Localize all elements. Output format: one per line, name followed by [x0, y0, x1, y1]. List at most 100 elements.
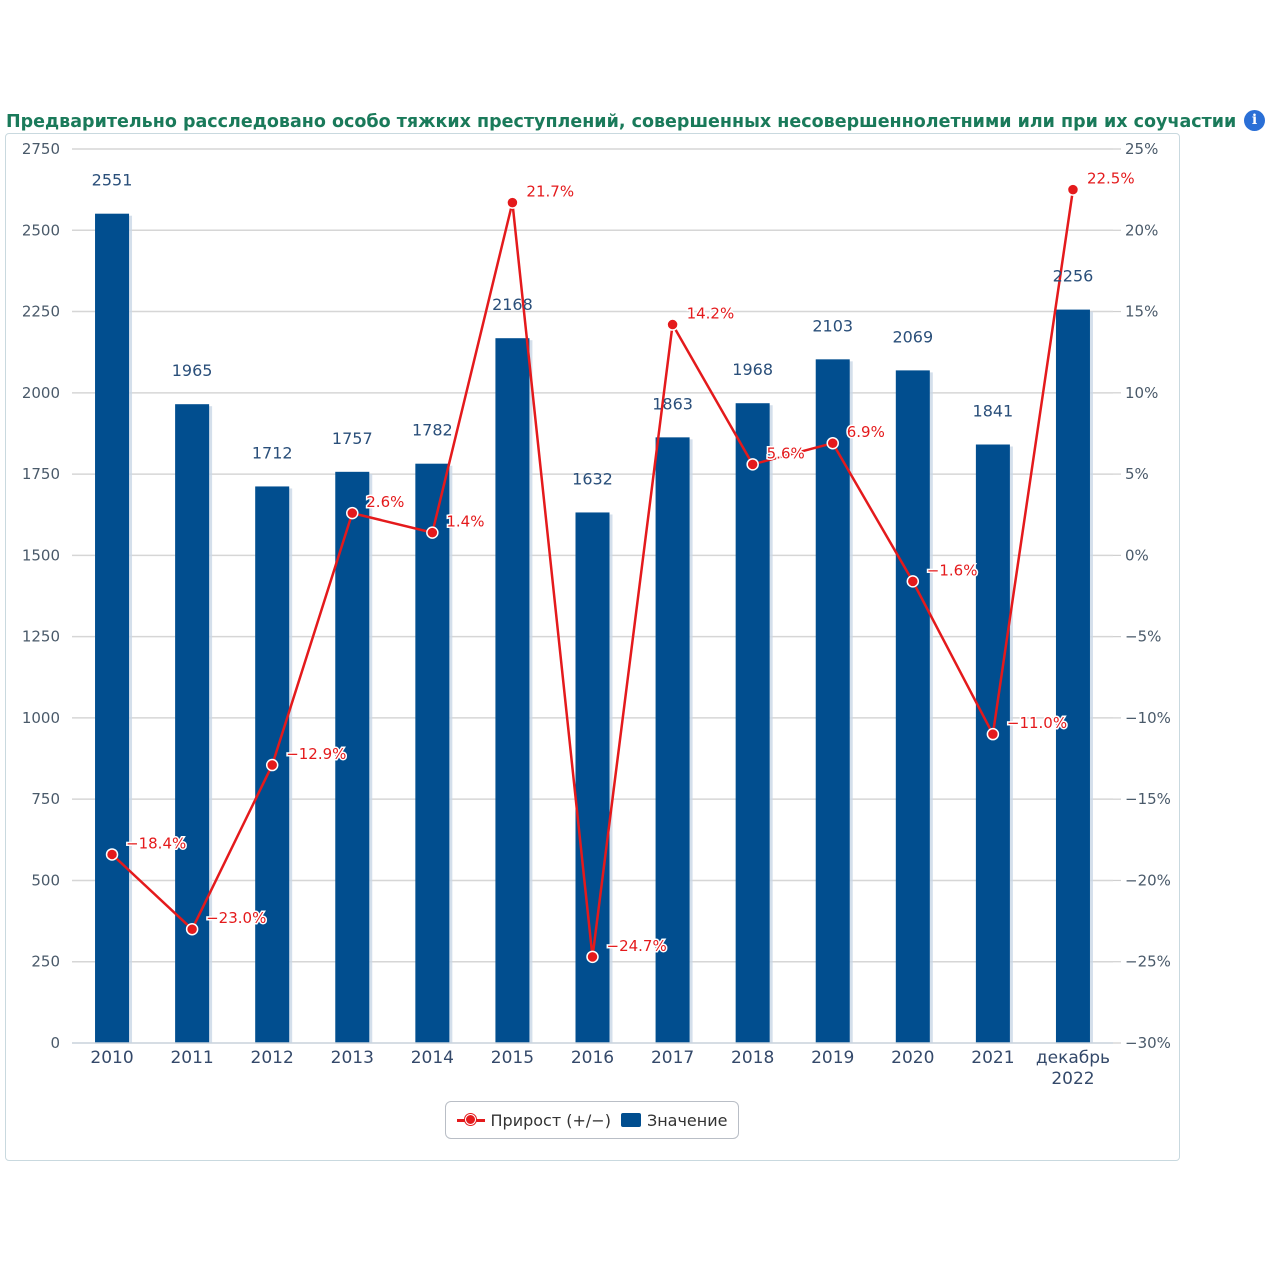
- y-left-tick-label: 2750: [22, 140, 60, 158]
- y-left-tick-label: 2500: [22, 221, 60, 239]
- growth-point: [506, 196, 519, 209]
- growth-point: [586, 950, 599, 964]
- x-tick-label: декабрь: [1036, 1048, 1110, 1068]
- legend-item-growth[interactable]: Прирост (+/−): [456, 1110, 611, 1130]
- legend-bar-swatch: [620, 1113, 641, 1127]
- growth-value-label: −12.9%: [286, 745, 346, 763]
- bar: [95, 213, 130, 1043]
- x-tick-label: 2021: [971, 1048, 1014, 1068]
- legend-label-growth: Прирост (+/−): [490, 1110, 611, 1130]
- bar-value-label: 1757: [332, 429, 373, 448]
- bar: [655, 437, 690, 1044]
- x-tick-label: 2012: [251, 1048, 294, 1068]
- y-right-tick-label: 15%: [1125, 303, 1158, 321]
- growth-point: [1066, 183, 1080, 196]
- bar-value-label: 1863: [652, 394, 693, 413]
- growth-value-label: −1.6%: [927, 561, 978, 579]
- bar-value-label: 2256: [1053, 267, 1094, 286]
- bar-value-label: 1632: [572, 469, 613, 488]
- bar-value-label: 1782: [412, 421, 453, 440]
- bar: [895, 370, 930, 1043]
- y-left-tick-label: 2250: [22, 303, 60, 321]
- y-right-tick-label: −25%: [1125, 953, 1171, 971]
- y-right-tick-label: 20%: [1125, 221, 1158, 239]
- bar: [1055, 309, 1090, 1043]
- bar: [495, 338, 530, 1044]
- bar-value-label: 1968: [732, 360, 773, 379]
- axes: 0 250 500 750 1000 1250 1500 1750 2000 2250 2500 27…: [22, 140, 1171, 1089]
- line-series: [105, 183, 1080, 964]
- y-left-tick-label: 2000: [22, 384, 60, 402]
- y-right-tick-label: 0%: [1125, 546, 1149, 564]
- x-tick-label: 2020: [891, 1048, 934, 1068]
- info-icon[interactable]: i: [1244, 110, 1265, 131]
- x-tick-label: 2014: [411, 1048, 454, 1068]
- y-right-tick-label: 25%: [1125, 140, 1158, 158]
- y-left-tick-label: 1250: [22, 628, 60, 646]
- bar: [975, 444, 1010, 1043]
- y-left-tick-label: 250: [31, 953, 60, 971]
- bar: [335, 471, 370, 1043]
- x-tick-label: 2011: [170, 1048, 213, 1068]
- growth-value-label: −23.0%: [206, 909, 266, 927]
- x-tick-label: 2015: [491, 1048, 534, 1068]
- x-tick-label: 2013: [331, 1048, 374, 1068]
- bar: [815, 359, 850, 1043]
- x-tick-label: 2019: [811, 1048, 854, 1068]
- x-tick-label: 2010: [90, 1048, 133, 1068]
- bar-value-label: 1965: [172, 361, 213, 380]
- y-right-tick-label: −30%: [1125, 1034, 1171, 1052]
- growth-point: [346, 506, 359, 520]
- bar-value-label: 1841: [973, 402, 1014, 421]
- growth-value-label: 21.7%: [526, 183, 574, 201]
- legend-line-swatch: [456, 1114, 485, 1126]
- y-left-tick-label: 750: [31, 790, 60, 808]
- growth-value-label: 1.4%: [446, 513, 484, 531]
- growth-value-label: −11.0%: [1007, 714, 1067, 732]
- bar: [735, 403, 770, 1044]
- y-left-tick-label: 1000: [22, 709, 60, 727]
- x-tick-label: 2022: [1051, 1069, 1094, 1089]
- x-tick-label: 2018: [731, 1048, 774, 1068]
- y-right-tick-label: −20%: [1125, 871, 1171, 889]
- bar: [575, 512, 610, 1043]
- y-right-tick-label: 10%: [1125, 384, 1158, 402]
- chart-title: Предварительно расследовано особо тяжких…: [6, 112, 1237, 132]
- growth-point: [826, 436, 839, 450]
- growth-point: [666, 318, 679, 331]
- growth-point: [185, 922, 199, 936]
- growth-value-label: 22.5%: [1087, 170, 1135, 188]
- bar: [415, 463, 450, 1043]
- bar-value-label: 2551: [92, 171, 133, 190]
- bar-value-label: 2168: [492, 295, 533, 314]
- bar-value-label: 1712: [252, 443, 293, 462]
- growth-value-label: 5.6%: [767, 444, 805, 462]
- growth-point: [426, 526, 439, 539]
- growth-value-label: −18.4%: [126, 834, 186, 852]
- y-left-tick-label: 500: [31, 871, 60, 889]
- growth-point: [105, 848, 119, 861]
- legend-item-value[interactable]: Значение: [620, 1110, 728, 1130]
- growth-value-label: 14.2%: [687, 305, 735, 323]
- x-tick-label: 2017: [651, 1048, 694, 1068]
- bar-value-label: 2103: [812, 316, 853, 335]
- legend: Прирост (+/−) Значение: [445, 1101, 739, 1139]
- growth-value-label: 6.9%: [847, 423, 885, 441]
- y-right-tick-label: −15%: [1125, 790, 1171, 808]
- growth-point: [265, 758, 279, 772]
- bar-series: [95, 213, 1093, 1044]
- growth-point: [906, 575, 920, 588]
- chart-frame: [5, 133, 1180, 1161]
- bar-value-label: 2069: [892, 327, 933, 346]
- y-right-tick-label: 5%: [1125, 465, 1149, 483]
- growth-point: [746, 458, 759, 471]
- y-left-tick-label: 1750: [22, 465, 60, 483]
- y-right-tick-label: −10%: [1125, 709, 1171, 727]
- y-right-tick-label: −5%: [1125, 628, 1161, 646]
- growth-point: [986, 727, 1000, 741]
- data-labels: 2551 1965 1712 1757 1782 2168 1632 1863 1968 2103…: [92, 168, 1136, 956]
- y-left-tick-label: 1500: [22, 546, 60, 564]
- legend-label-value: Значение: [646, 1110, 728, 1130]
- growth-value-label: −24.7%: [607, 937, 667, 955]
